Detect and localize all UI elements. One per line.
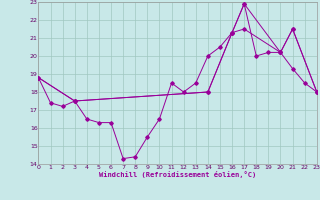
- X-axis label: Windchill (Refroidissement éolien,°C): Windchill (Refroidissement éolien,°C): [99, 171, 256, 178]
